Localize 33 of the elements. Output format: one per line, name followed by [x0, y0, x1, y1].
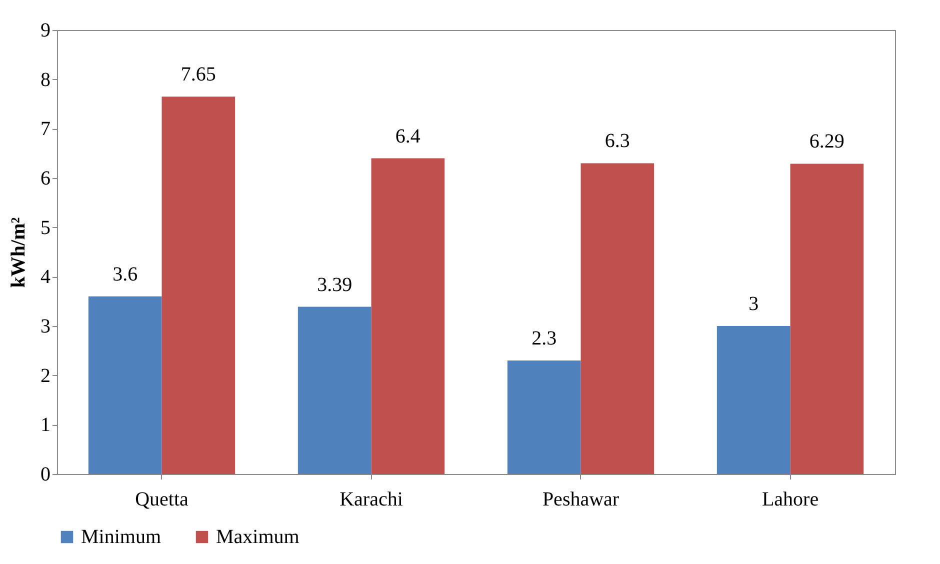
y-tick-label: 4 — [40, 266, 50, 288]
y-tick-label: 0 — [40, 464, 50, 486]
data-label: 6.29 — [809, 130, 844, 153]
bar — [790, 164, 864, 474]
y-tick-label: 5 — [40, 216, 50, 239]
data-label: 3 — [748, 293, 759, 315]
x-tick-label: Quetta — [135, 488, 189, 510]
data-label: 7.65 — [180, 64, 216, 86]
bar — [298, 306, 372, 474]
bar — [88, 296, 162, 474]
y-tick-label: 1 — [40, 414, 50, 436]
legend-label: Minimum — [81, 526, 162, 548]
x-tick-label: Karachi — [340, 488, 404, 510]
data-label: 6.3 — [604, 130, 630, 152]
y-tick-label: 7 — [40, 118, 50, 140]
bar — [371, 158, 445, 474]
bar — [507, 360, 581, 474]
data-label: 3.6 — [112, 263, 138, 286]
x-tick-label: Lahore — [762, 488, 819, 510]
y-tick-label: 8 — [40, 68, 50, 91]
data-label: 2.3 — [532, 328, 557, 350]
y-tick-label: 2 — [40, 364, 50, 387]
bar — [580, 163, 654, 474]
data-label: 6.4 — [395, 125, 420, 148]
y-tick-label: 3 — [40, 316, 50, 338]
data-label: 3.39 — [317, 274, 352, 296]
bar — [162, 96, 236, 474]
y-tick-label: 6 — [40, 168, 50, 190]
legend-label: Maximum — [216, 526, 300, 548]
bar — [716, 326, 790, 474]
y-tick-label: 9 — [40, 20, 50, 42]
y-axis-title: kWh/m² — [8, 217, 30, 288]
x-tick-label: Peshawar — [542, 488, 620, 510]
